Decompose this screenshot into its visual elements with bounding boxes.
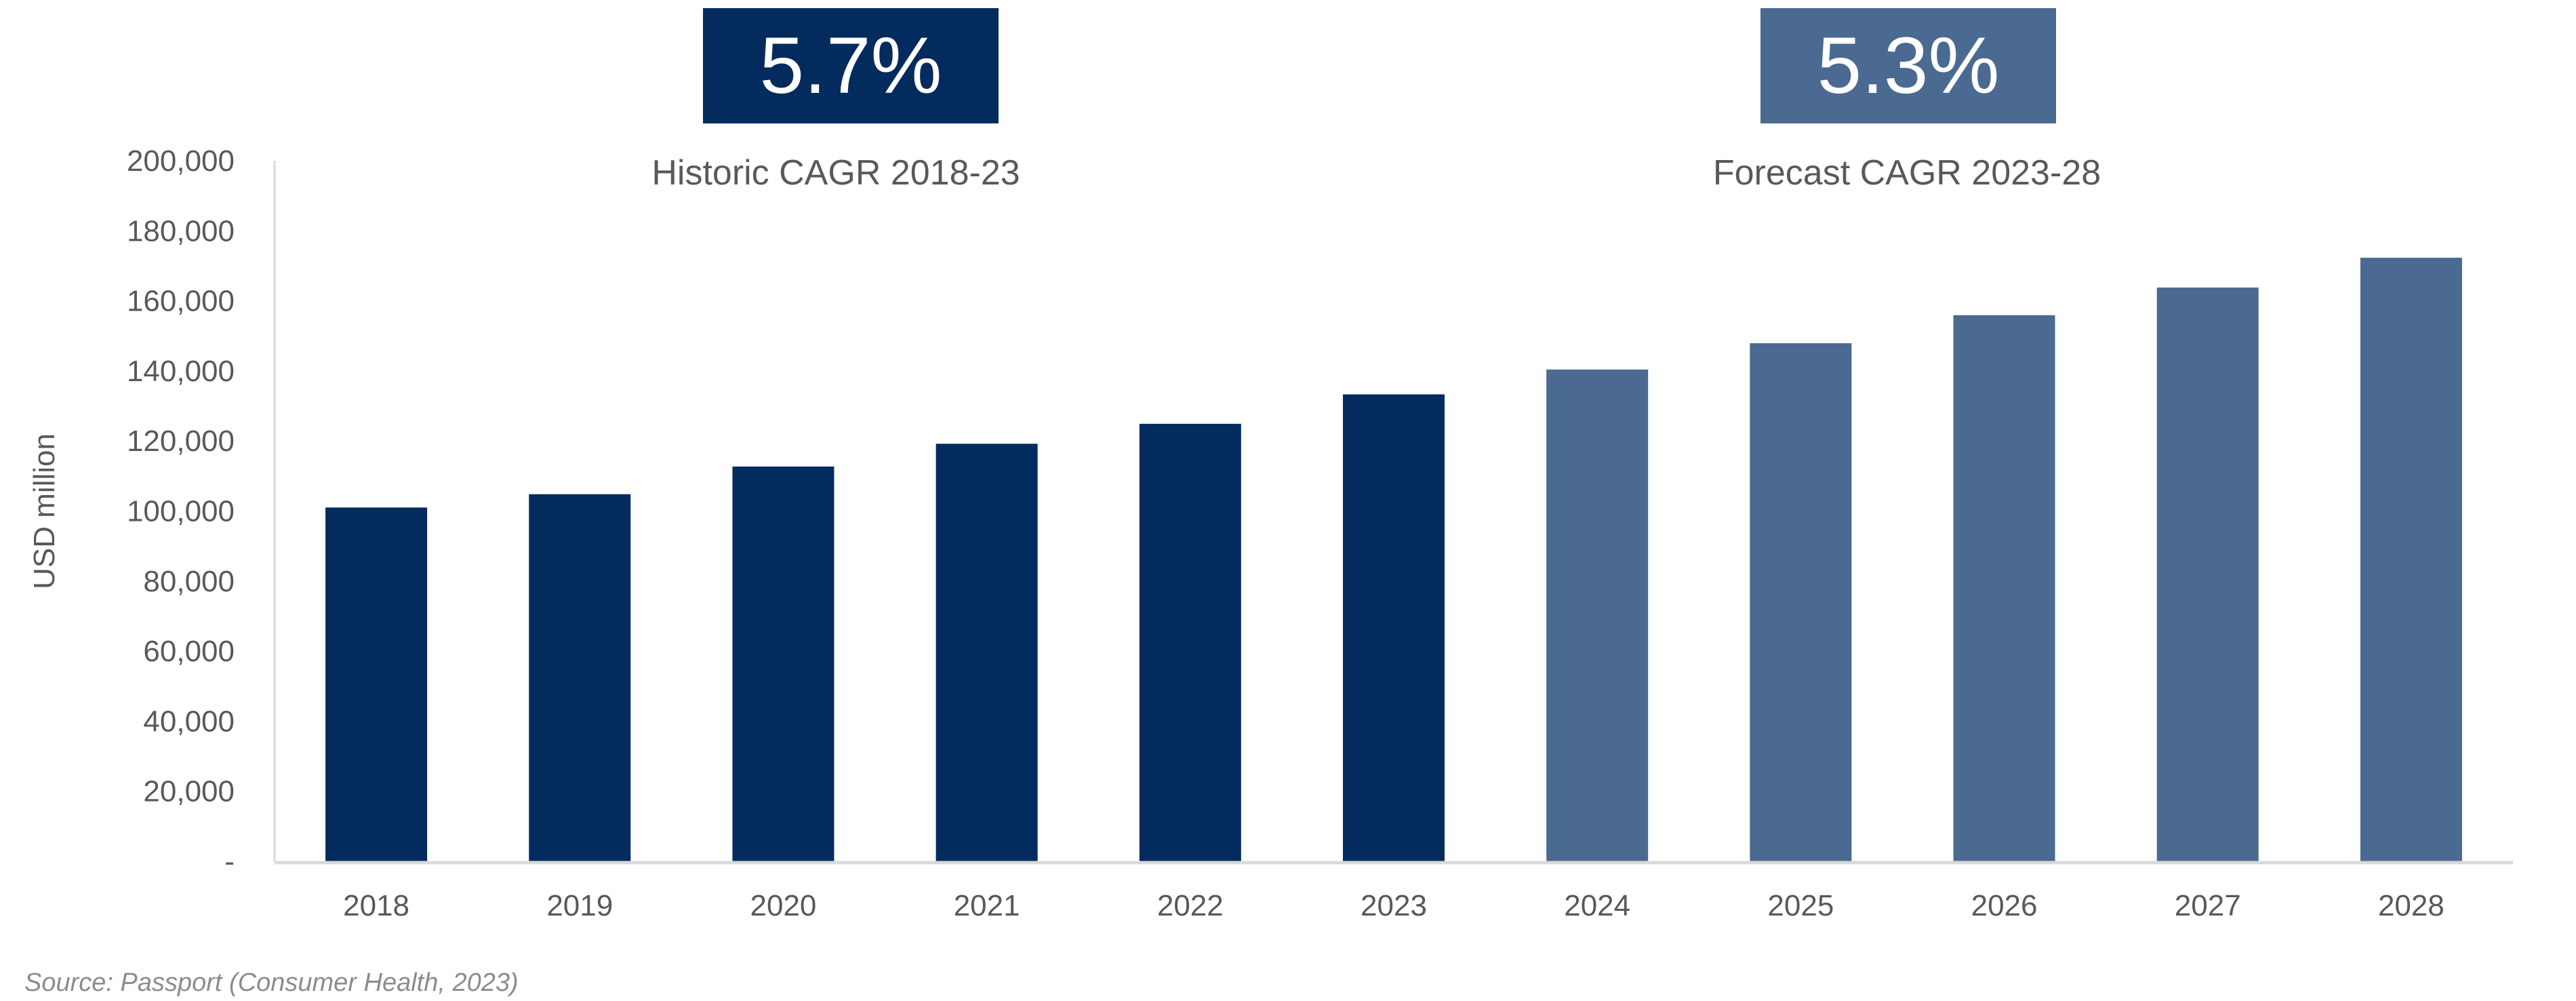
y-tick-label: 160,000 xyxy=(127,285,235,318)
bar-2025 xyxy=(1750,343,1852,861)
source-note: Source: Passport (Consumer Health, 2023) xyxy=(24,968,519,997)
y-tick-label: 180,000 xyxy=(127,214,235,248)
x-tick-label: 2021 xyxy=(954,889,1020,922)
y-tick-label: 60,000 xyxy=(143,635,235,668)
y-tick-label: 40,000 xyxy=(143,705,235,738)
x-tick-label: 2026 xyxy=(1971,889,2038,922)
bar-2027 xyxy=(2156,287,2259,861)
x-tick-label: 2018 xyxy=(343,889,409,922)
y-tick-label: 120,000 xyxy=(127,425,235,458)
bar-2023 xyxy=(1343,394,1445,861)
bar-2018 xyxy=(325,507,428,861)
bar-2026 xyxy=(1953,315,2055,861)
bar-2020 xyxy=(732,466,834,861)
x-tick-label: 2025 xyxy=(1767,889,1834,922)
bar-2024 xyxy=(1546,369,1649,861)
historic-cagr-label: Historic CAGR 2018-23 xyxy=(651,153,1020,193)
bar-2028 xyxy=(2360,258,2462,861)
historic-cagr-value: 5.7% xyxy=(703,8,999,123)
y-tick-label: 80,000 xyxy=(143,565,235,598)
x-tick-label: 2020 xyxy=(750,889,817,922)
bar-2019 xyxy=(529,494,631,861)
y-axis-title: USD million xyxy=(28,433,61,589)
x-tick-label: 2028 xyxy=(2378,889,2444,922)
bar-2022 xyxy=(1139,423,1241,861)
y-tick-label: 20,000 xyxy=(143,775,235,808)
x-tick-label: 2027 xyxy=(2175,889,2241,922)
forecast-cagr-value: 5.3% xyxy=(1760,8,2056,123)
y-tick-label: - xyxy=(224,845,235,878)
y-tick-label: 100,000 xyxy=(127,495,235,528)
y-tick-label: 140,000 xyxy=(127,355,235,388)
x-tick-label: 2022 xyxy=(1157,889,1224,922)
y-tick-label: 200,000 xyxy=(127,144,235,178)
x-tick-label: 2019 xyxy=(546,889,613,922)
x-tick-label: 2024 xyxy=(1564,889,1630,922)
x-tick-label: 2023 xyxy=(1361,889,1427,922)
forecast-cagr-label: Forecast CAGR 2023-28 xyxy=(1712,153,2101,193)
bar-2021 xyxy=(935,444,1038,861)
